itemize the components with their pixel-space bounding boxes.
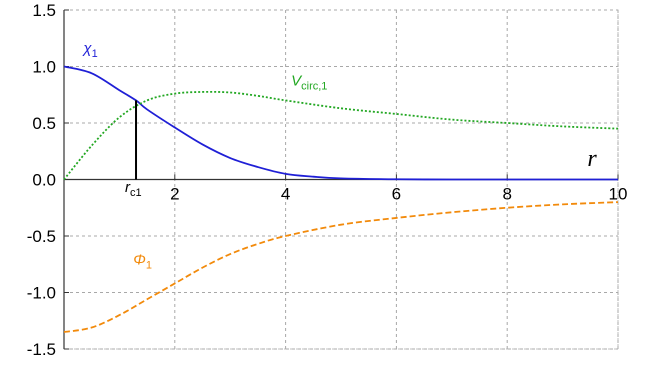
x-tick-label: 2: [170, 185, 179, 204]
y-tick-label: 1.0: [32, 58, 56, 77]
y-tick-label: -1.5: [27, 340, 56, 359]
y-tick-label: -0.5: [27, 227, 56, 246]
x-tick-label: 6: [392, 185, 401, 204]
y-tick-label: 0.0: [32, 171, 56, 190]
phi-1-label: Φ1: [133, 251, 152, 271]
x-tick-label: 8: [502, 185, 511, 204]
y-tick-label: 0.5: [32, 114, 56, 133]
phi-1-curve: [63, 201, 619, 333]
vcirc-1-label: Vcirc,1: [291, 73, 327, 93]
chi-1-label: χ1: [81, 40, 97, 60]
annotations: χ1 Vcirc,1 Φ1 rc1: [81, 40, 327, 271]
vcirc-1-curve: [63, 90, 619, 181]
x-tick-label: 10: [609, 185, 628, 204]
x-tick-label: 4: [281, 185, 290, 204]
rc1-label: rc1: [125, 179, 142, 199]
chi-1-curve: [63, 65, 618, 181]
y-tick-label: -1.0: [27, 284, 56, 303]
y-tick-label: 1.5: [32, 1, 56, 20]
series: [63, 65, 619, 333]
x-axis-label: r: [587, 146, 597, 172]
